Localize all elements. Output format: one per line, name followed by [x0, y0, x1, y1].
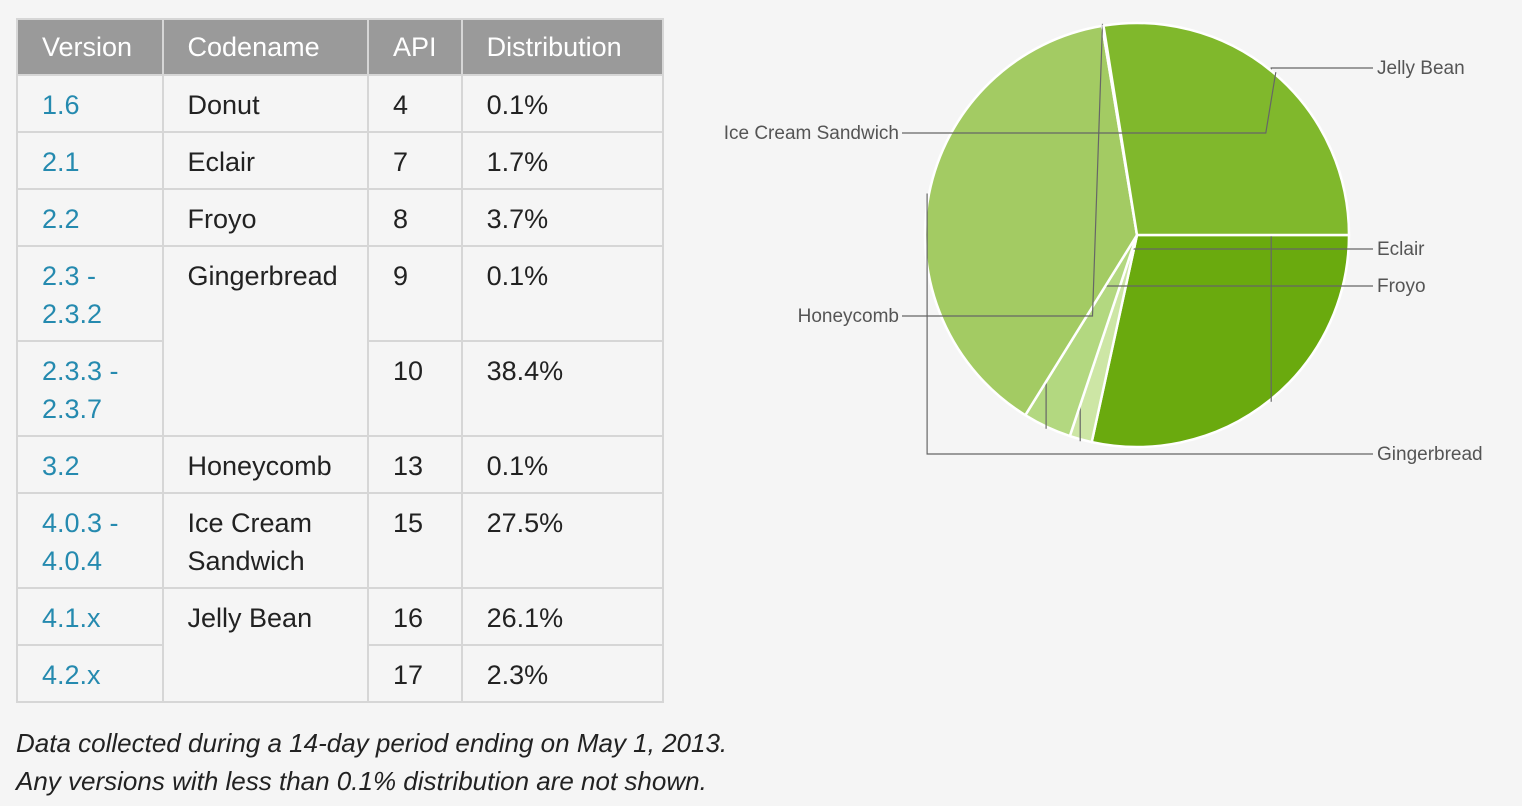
pie-slice-jelly-bean: [1090, 233, 1351, 449]
api-cell: 10: [367, 340, 463, 437]
version-link[interactable]: 4.1.x: [16, 587, 164, 646]
header-codename: Codename: [161, 18, 370, 76]
version-link[interactable]: 2.3 - 2.3.2: [16, 245, 164, 342]
pie-slice-gingerbread: [923, 24, 1139, 417]
api-cell: 13: [367, 435, 463, 494]
table-row: 2.2 Froyo 8 3.7%: [16, 188, 665, 247]
api-cell: 16: [367, 587, 463, 646]
api-cell: 7: [367, 131, 463, 190]
codename-cell: Froyo: [161, 188, 370, 247]
callout-line-gingerbread: [926, 193, 1373, 455]
table-row: 4.1.x Jelly Bean 16 26.1%: [16, 587, 665, 703]
footnote-line-2: Any versions with less than 0.1% distrib…: [16, 766, 707, 796]
distribution-cell: 26.1%: [460, 587, 665, 646]
pie-label-honeycomb: Honeycomb: [798, 306, 899, 327]
distribution-cell: 3.7%: [460, 188, 665, 247]
footnote-line-1: Data collected during a 14-day period en…: [16, 728, 728, 758]
pie-label-froyo: Froyo: [1377, 276, 1426, 297]
distribution-cell: 38.4%: [460, 340, 665, 437]
distribution-table: Version Codename API Distribution 1.6 Do…: [16, 18, 665, 703]
api-cell: 9: [367, 245, 463, 342]
codename-cell: Gingerbread: [161, 245, 370, 437]
callout-line-honeycomb: [902, 23, 1104, 317]
codename-cell: Ice Cream Sandwich: [161, 492, 370, 589]
header-api: API: [367, 18, 463, 76]
api-cell: 8: [367, 188, 463, 247]
table-header-row: Version Codename API Distribution: [16, 18, 665, 76]
pie-label-eclair: Eclair: [1377, 239, 1425, 260]
version-link[interactable]: 1.6: [16, 74, 164, 133]
pie-label-jelly-bean: Jelly Bean: [1377, 58, 1465, 79]
table-row: 2.1 Eclair 7 1.7%: [16, 131, 665, 190]
callout-line-jelly-bean: [1270, 67, 1373, 402]
pie-label-gingerbread: Gingerbread: [1377, 444, 1483, 465]
table-row: 2.3.3 - 2.3.7 10 38.4%: [16, 340, 665, 437]
distribution-cell: 0.1%: [460, 245, 665, 342]
distribution-cell: 0.1%: [460, 435, 665, 494]
distribution-cell: 2.3%: [460, 644, 665, 703]
table-row: 1.6 Donut 4 0.1%: [16, 74, 665, 133]
header-distribution: Distribution: [460, 18, 665, 76]
pie-slice-ice-cream-sandwich: [1102, 21, 1351, 237]
version-link[interactable]: 2.2: [16, 188, 164, 247]
distribution-pie-chart: Jelly Bean Eclair Froyo Gingerbread Honeycom…: [724, 21, 1483, 465]
codename-cell: Eclair: [161, 131, 370, 190]
api-cell: 15: [367, 492, 463, 589]
version-link[interactable]: 3.2: [16, 435, 164, 494]
table-row: 4.2.x 17 2.3%: [16, 644, 665, 703]
version-link[interactable]: 2.1: [16, 131, 164, 190]
distribution-cell: 27.5%: [460, 492, 665, 589]
version-link[interactable]: 4.0.3 - 4.0.4: [16, 492, 164, 589]
distribution-cell: 0.1%: [460, 74, 665, 133]
callout-line-ice-cream-sandwich: [902, 72, 1277, 134]
table-row: 2.3 - 2.3.2 Gingerbread 9 0.1%: [16, 245, 665, 437]
codename-cell: Donut: [161, 74, 370, 133]
table-row: 3.2 Honeycomb 13 0.1%: [16, 435, 665, 494]
api-cell: 4: [367, 74, 463, 133]
header-version: Version: [16, 18, 164, 76]
version-link[interactable]: 4.2.x: [16, 644, 164, 703]
version-link[interactable]: 2.3.3 - 2.3.7: [16, 340, 164, 437]
distribution-cell: 1.7%: [460, 131, 665, 190]
codename-cell: Honeycomb: [161, 435, 370, 494]
codename-cell: Jelly Bean: [161, 587, 370, 703]
footnote: Data collected during a 14-day period en…: [16, 724, 727, 800]
api-cell: 17: [367, 644, 463, 703]
table-row: 4.0.3 - 4.0.4 Ice Cream Sandwich 15 27.5…: [16, 492, 665, 589]
pie-label-ice-cream-sandwich: Ice Cream Sandwich: [724, 123, 899, 144]
